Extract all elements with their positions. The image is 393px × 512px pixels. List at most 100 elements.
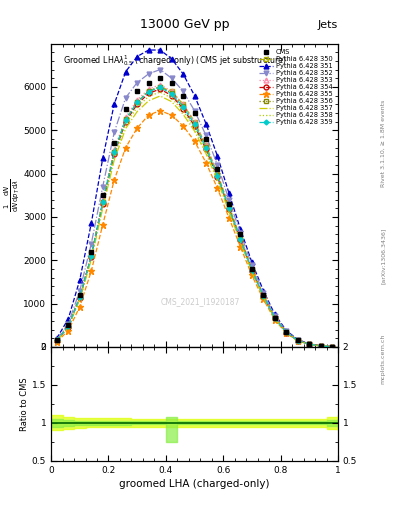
Pythia 6.428 355	[307, 342, 312, 348]
Pythia 6.428 352	[261, 290, 266, 296]
Pythia 6.428 355	[123, 144, 128, 151]
Pythia 6.428 351	[66, 316, 71, 322]
CMS	[227, 201, 231, 207]
Pythia 6.428 352	[66, 321, 71, 327]
Pythia 6.428 350	[100, 199, 105, 205]
CMS	[192, 110, 197, 116]
Pythia 6.428 358	[135, 104, 140, 110]
Line: Pythia 6.428 359: Pythia 6.428 359	[55, 86, 334, 348]
Pythia 6.428 358	[204, 148, 208, 154]
Pythia 6.428 354	[112, 151, 117, 157]
Pythia 6.428 358	[296, 337, 300, 344]
CMS	[135, 88, 140, 94]
Pythia 6.428 357	[204, 151, 208, 157]
Pythia 6.428 350	[66, 323, 71, 329]
Pythia 6.428 356	[238, 236, 243, 242]
Pythia 6.428 357	[318, 343, 323, 349]
Pythia 6.428 355	[66, 328, 71, 334]
Pythia 6.428 354	[66, 324, 71, 330]
Pythia 6.428 353	[100, 198, 105, 204]
Pythia 6.428 355	[135, 125, 140, 131]
Pythia 6.428 359	[250, 267, 254, 273]
Pythia 6.428 356	[318, 343, 323, 349]
Pythia 6.428 353	[169, 88, 174, 94]
Pythia 6.428 352	[158, 67, 162, 73]
Pythia 6.428 350	[261, 293, 266, 299]
Pythia 6.428 350	[146, 88, 151, 94]
Pythia 6.428 359	[261, 293, 266, 299]
Text: 13000 GeV pp: 13000 GeV pp	[140, 18, 230, 31]
Pythia 6.428 352	[77, 288, 82, 294]
Pythia 6.428 353	[227, 203, 231, 209]
CMS	[330, 344, 334, 350]
Pythia 6.428 352	[123, 95, 128, 101]
Pythia 6.428 351	[112, 101, 117, 108]
CMS	[158, 75, 162, 81]
Pythia 6.428 356	[296, 337, 300, 344]
Pythia 6.428 351	[272, 311, 277, 317]
Pythia 6.428 356	[284, 329, 289, 335]
Pythia 6.428 354	[318, 343, 323, 349]
Pythia 6.428 355	[284, 330, 289, 336]
Pythia 6.428 351	[89, 220, 94, 226]
Pythia 6.428 358	[250, 268, 254, 274]
Pythia 6.428 350	[89, 253, 94, 259]
Pythia 6.428 355	[55, 339, 59, 345]
Pythia 6.428 355	[158, 108, 162, 114]
CMS	[215, 166, 220, 173]
Pythia 6.428 353	[89, 251, 94, 257]
Pythia 6.428 355	[318, 343, 323, 349]
Pythia 6.428 350	[77, 294, 82, 300]
Pythia 6.428 358	[318, 343, 323, 349]
Pythia 6.428 358	[112, 153, 117, 159]
Pythia 6.428 353	[158, 81, 162, 88]
Pythia 6.428 359	[146, 89, 151, 95]
Pythia 6.428 353	[261, 292, 266, 298]
Pythia 6.428 357	[296, 337, 300, 344]
Pythia 6.428 350	[307, 341, 312, 347]
Pythia 6.428 351	[192, 93, 197, 99]
Pythia 6.428 358	[181, 108, 185, 114]
Pythia 6.428 350	[238, 234, 243, 241]
Pythia 6.428 350	[215, 170, 220, 177]
Legend: CMS, Pythia 6.428 350, Pythia 6.428 351, Pythia 6.428 352, Pythia 6.428 353, Pyt: CMS, Pythia 6.428 350, Pythia 6.428 351,…	[257, 47, 335, 127]
Pythia 6.428 357	[272, 315, 277, 322]
Line: Pythia 6.428 350: Pythia 6.428 350	[54, 84, 335, 349]
Pythia 6.428 352	[238, 230, 243, 236]
Pythia 6.428 356	[272, 315, 277, 321]
Pythia 6.428 359	[135, 99, 140, 105]
Pythia 6.428 358	[146, 93, 151, 99]
Pythia 6.428 358	[215, 175, 220, 181]
Pythia 6.428 357	[192, 128, 197, 134]
Pythia 6.428 359	[318, 343, 323, 349]
Pythia 6.428 351	[215, 153, 220, 159]
Pythia 6.428 350	[330, 344, 334, 350]
Pythia 6.428 354	[169, 93, 174, 99]
Pythia 6.428 351	[261, 288, 266, 294]
Pythia 6.428 351	[146, 47, 151, 53]
Line: Pythia 6.428 354: Pythia 6.428 354	[54, 87, 335, 349]
Pythia 6.428 353	[192, 118, 197, 124]
Pythia 6.428 351	[238, 226, 243, 232]
Pythia 6.428 352	[284, 328, 289, 334]
Pythia 6.428 352	[330, 344, 334, 350]
Pythia 6.428 358	[330, 344, 334, 350]
Pythia 6.428 358	[89, 255, 94, 261]
Pythia 6.428 351	[318, 343, 323, 349]
Pythia 6.428 350	[112, 149, 117, 155]
Pythia 6.428 356	[146, 88, 151, 94]
CMS	[204, 136, 208, 142]
Pythia 6.428 357	[158, 93, 162, 99]
Y-axis label: $\frac{1}{\mathregular{d}N}\frac{\mathregular{d}N}{\mathregular{d}p_T\,\mathregu: $\frac{1}{\mathregular{d}N}\frac{\mathre…	[2, 178, 22, 212]
Line: CMS: CMS	[54, 76, 335, 349]
Pythia 6.428 356	[169, 90, 174, 96]
Pythia 6.428 358	[307, 341, 312, 347]
CMS	[77, 292, 82, 298]
Pythia 6.428 355	[330, 344, 334, 350]
Pythia 6.428 354	[192, 123, 197, 129]
Pythia 6.428 351	[330, 344, 334, 350]
Pythia 6.428 352	[204, 133, 208, 139]
Pythia 6.428 359	[238, 237, 243, 243]
Pythia 6.428 354	[330, 344, 334, 350]
Pythia 6.428 357	[123, 125, 128, 132]
